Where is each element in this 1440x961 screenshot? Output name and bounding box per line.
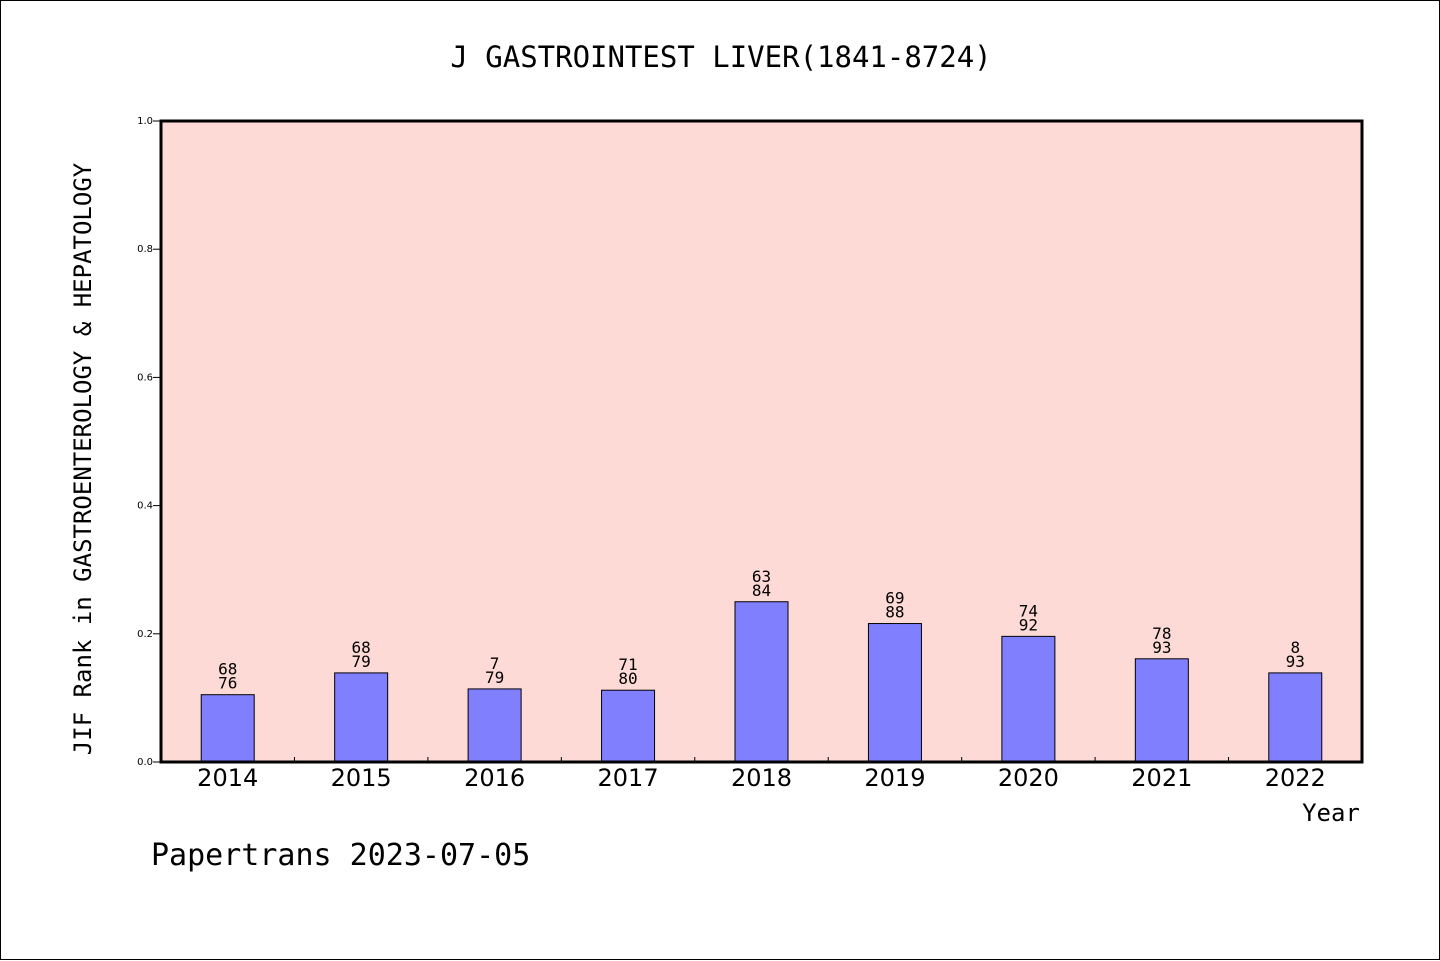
- x-axis-label: Year: [1302, 799, 1360, 827]
- bar: [734, 601, 789, 763]
- bar: [334, 672, 389, 763]
- bar-total-label: 84: [752, 581, 771, 600]
- bar-total-label: 79: [352, 652, 371, 671]
- x-tick-label: 2021: [1131, 764, 1192, 792]
- bar: [601, 689, 656, 763]
- bar-rank-label: 8: [1290, 638, 1300, 657]
- y-axis: 0.0 0.2 0.4 0.6 0.8 1.0: [137, 116, 161, 768]
- bar-total-label: 92: [1019, 615, 1038, 634]
- bar-rank-label: 69: [885, 589, 904, 608]
- bars-group: [200, 601, 1323, 763]
- y-tick-label: 0.8: [137, 244, 153, 255]
- footer-text: Papertrans 2023-07-05: [151, 838, 530, 873]
- y-tick-label: 0.0: [137, 757, 153, 768]
- x-tick-label: 2014: [197, 764, 258, 792]
- bar-rank-label: 68: [352, 638, 371, 657]
- y-tick-label: 0.4: [137, 501, 153, 512]
- bar-rank-label: 71: [618, 655, 637, 674]
- x-tick-label: 2017: [598, 764, 659, 792]
- bar-total-label: 80: [618, 669, 637, 688]
- bar-rank-label: 78: [1152, 624, 1171, 643]
- x-axis: 2014 2015 2016 2017 2018 2019 2020 2021 2022: [197, 757, 1326, 792]
- bar: [1268, 672, 1323, 763]
- bar-total-label: 93: [1152, 638, 1171, 657]
- bar-rank-label: 63: [752, 567, 771, 586]
- chart-title: J GASTROINTEST LIVER(1841-8724): [450, 40, 991, 74]
- x-tick-label: 2015: [331, 764, 392, 792]
- bar-total-label: 76: [218, 674, 237, 693]
- y-tick-label: 0.6: [137, 372, 153, 383]
- x-tick-label: 2019: [864, 764, 925, 792]
- bar-total-label: 79: [485, 668, 504, 687]
- bar-total-label: 88: [885, 603, 904, 622]
- bar: [467, 688, 522, 763]
- y-tick-label: 1.0: [137, 116, 153, 127]
- bar-rank-label: 68: [218, 660, 237, 679]
- bar: [867, 623, 922, 763]
- bar: [200, 694, 255, 763]
- bar: [1001, 635, 1056, 763]
- x-tick-label: 2022: [1265, 764, 1326, 792]
- x-tick-label: 2020: [998, 764, 1059, 792]
- bar-rank-label: 7: [490, 654, 500, 673]
- bar-total-label: 93: [1286, 652, 1305, 671]
- y-axis-label: JIF Rank in GASTROENTEROLOGY & HEPATOLOG…: [69, 162, 97, 755]
- bar-rank-label: 74: [1019, 601, 1038, 620]
- bar: [1134, 658, 1189, 763]
- plot-border: [159, 119, 1364, 764]
- x-tick-label: 2016: [464, 764, 525, 792]
- x-tick-label: 2018: [731, 764, 792, 792]
- y-tick-label: 0.2: [137, 629, 153, 640]
